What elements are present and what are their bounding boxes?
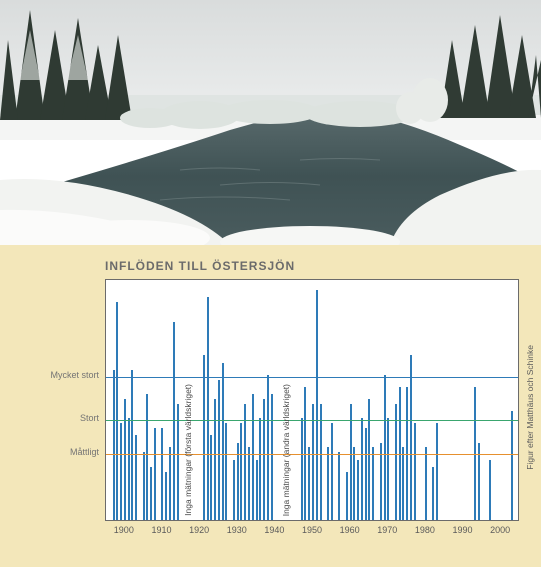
chart-bars (106, 280, 518, 520)
chart-bar (361, 418, 363, 520)
chart-bar (365, 428, 367, 520)
chart-bar (222, 363, 224, 520)
x-tick-label: 2000 (490, 525, 510, 535)
chart-bar (316, 290, 318, 520)
x-tick-label: 1920 (189, 525, 209, 535)
chart-bar (128, 418, 130, 520)
chart-bar (207, 297, 209, 520)
chart-bar (308, 447, 310, 520)
chart-bar (120, 423, 122, 520)
threshold-line (106, 377, 518, 378)
chart-bar (165, 472, 167, 520)
chart-bar (169, 447, 171, 520)
x-tick-label: 1950 (302, 525, 322, 535)
chart-x-axis: 1900 1910 1920 1930 1940 1950 1960 1970 1980 1990… (105, 523, 519, 543)
chart-bar (267, 375, 269, 520)
chart-bar (131, 370, 133, 520)
chart-bar (233, 460, 235, 521)
chart-bar (425, 447, 427, 520)
winter-river-scene (0, 0, 541, 245)
chart-bar (203, 355, 205, 520)
chart-bar (113, 370, 115, 520)
x-tick-label: 1970 (377, 525, 397, 535)
chart-bar (387, 418, 389, 520)
gap-label: Inga mätningar (andra världskriget) (282, 384, 291, 516)
inflow-chart-panel: INFLÖDEN TILL ÖSTERSJÖN Inga mätningar (… (0, 245, 541, 567)
chart-bar (353, 447, 355, 520)
chart-bar (368, 399, 370, 520)
x-tick-label: 1960 (340, 525, 360, 535)
chart-bar (327, 447, 329, 520)
chart-bar (135, 435, 137, 520)
chart-bar (218, 380, 220, 520)
chart-title: INFLÖDEN TILL ÖSTERSJÖN (105, 259, 295, 273)
chart-bar (259, 418, 261, 520)
threshold-label: Mycket stort (39, 371, 99, 381)
chart-bar (346, 472, 348, 520)
chart-bar (256, 460, 258, 521)
chart-bar (240, 423, 242, 520)
chart-bar (372, 447, 374, 520)
chart-bar (146, 394, 148, 520)
chart-bar (384, 375, 386, 520)
gap-label: Inga mätningar (första världskriget) (184, 384, 193, 516)
chart-bar (214, 399, 216, 520)
x-tick-label: 1910 (151, 525, 171, 535)
chart-bar (124, 399, 126, 520)
chart-bar (150, 467, 152, 520)
chart-bar (271, 394, 273, 520)
x-tick-label: 1980 (415, 525, 435, 535)
chart-bar (432, 467, 434, 520)
x-tick-label: 1900 (114, 525, 134, 535)
chart-bar (225, 423, 227, 520)
chart-bar (210, 435, 212, 520)
chart-bar (410, 355, 412, 520)
header-photo (0, 0, 541, 245)
chart-bar (489, 460, 491, 521)
chart-bar (402, 447, 404, 520)
x-tick-label: 1930 (227, 525, 247, 535)
chart-bar (161, 428, 163, 520)
chart-bar (414, 423, 416, 520)
chart-bar (248, 447, 250, 520)
chart-bar (263, 399, 265, 520)
chart-bar (154, 428, 156, 520)
chart-bar (338, 452, 340, 520)
chart-bar (331, 423, 333, 520)
chart-bar (116, 302, 118, 520)
chart-bar (357, 460, 359, 521)
x-tick-label: 1940 (264, 525, 284, 535)
threshold-line (106, 454, 518, 455)
chart-credit: Figur efter Matthäus och Schinke (525, 345, 535, 470)
chart-bar (143, 452, 145, 520)
chart-bar (511, 411, 513, 520)
chart-plot-area: Inga mätningar (första världskriget) Inga… (105, 279, 519, 521)
chart-bar (301, 418, 303, 520)
threshold-label: Stort (39, 414, 99, 424)
threshold-line (106, 420, 518, 421)
chart-bar (252, 394, 254, 520)
threshold-label: Måttligt (39, 448, 99, 458)
x-tick-label: 1990 (453, 525, 473, 535)
chart-bar (436, 423, 438, 520)
